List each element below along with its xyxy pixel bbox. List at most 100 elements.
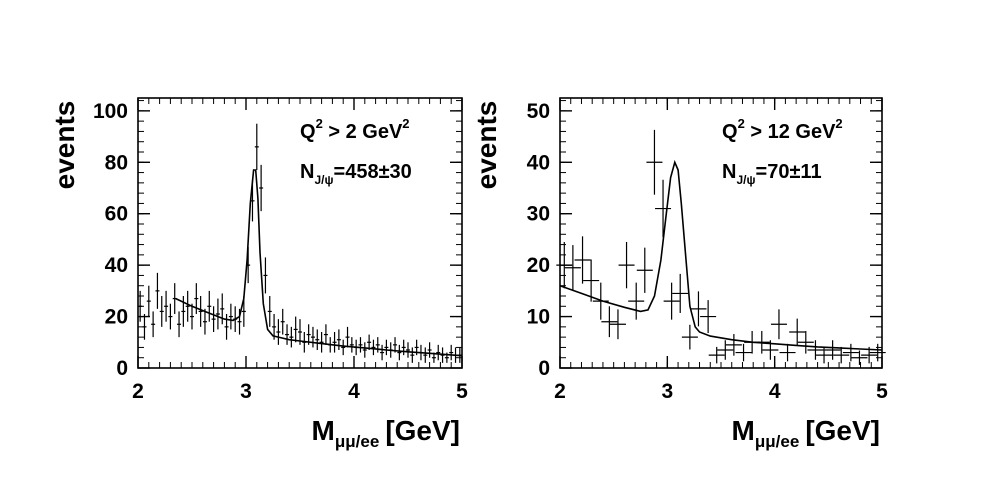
right-ytick-label: 30 bbox=[527, 203, 550, 226]
right-q2-mid: > 12 GeV bbox=[745, 121, 836, 143]
left-n-sub: J/ψ bbox=[314, 173, 333, 187]
right-xlabel: Mμμ/ee [GeV] bbox=[732, 415, 880, 451]
right-data-point bbox=[708, 346, 725, 364]
left-data-point bbox=[380, 344, 385, 361]
left-data-point bbox=[207, 290, 212, 322]
left-xtick-label: 4 bbox=[348, 380, 360, 403]
right-q2-exp2: 2 bbox=[835, 116, 842, 131]
left-xtick-label: 3 bbox=[240, 380, 252, 403]
right-fit-curve-group bbox=[559, 159, 883, 351]
left-xlabel-main: M bbox=[312, 415, 335, 446]
right-data-point bbox=[770, 309, 787, 340]
right-xlabel-sub: μμ/ee bbox=[755, 432, 799, 451]
left-q2-prefix: Q bbox=[300, 121, 316, 143]
left-axis-ticks bbox=[137, 98, 463, 369]
left-ytick-label: 100 bbox=[93, 100, 128, 123]
right-xtick-label: 4 bbox=[769, 380, 781, 403]
left-data-point bbox=[198, 296, 203, 327]
right-data-point bbox=[717, 340, 734, 360]
left-data-point bbox=[177, 311, 182, 338]
left-data-point bbox=[362, 342, 367, 358]
left-data-point bbox=[336, 329, 341, 350]
left-data-point bbox=[384, 339, 389, 356]
left-n-value: =458±30 bbox=[334, 161, 412, 183]
left-data-point bbox=[263, 257, 268, 294]
left-data-point bbox=[289, 326, 294, 348]
left-data-point bbox=[215, 298, 220, 330]
right-n-sub: J/ψ bbox=[736, 173, 755, 187]
right-n-annotation: NJ/ψ=70±11 bbox=[722, 161, 822, 187]
left-data-point bbox=[168, 303, 173, 330]
left-ytick-label: 40 bbox=[105, 254, 128, 277]
left-data-point bbox=[224, 314, 229, 340]
right-data-point bbox=[869, 343, 886, 362]
left-data-point bbox=[280, 308, 285, 335]
right-data-point bbox=[690, 291, 707, 327]
left-data-points bbox=[138, 123, 462, 363]
right-data-point bbox=[672, 273, 689, 313]
left-q2-exp: 2 bbox=[316, 116, 323, 131]
right-n-prefix: N bbox=[722, 161, 736, 183]
left-xlabel-sub: μμ/ee bbox=[335, 432, 379, 451]
right-data-point bbox=[556, 242, 573, 289]
left-xlabel: Mμμ/ee [GeV] bbox=[312, 415, 460, 451]
left-data-point bbox=[211, 306, 216, 332]
left-data-point bbox=[164, 290, 169, 322]
left-fit-curve-group bbox=[175, 169, 463, 357]
left-tick-labels: 2 3 4 5 0 20 40 60 80 100 bbox=[93, 100, 468, 403]
right-data-point bbox=[601, 306, 618, 338]
left-q2-annotation: Q2 > 2 GeV2 bbox=[300, 116, 410, 143]
right-data-point bbox=[655, 179, 672, 238]
right-data-point bbox=[681, 324, 698, 350]
left-data-point bbox=[202, 308, 207, 335]
right-data-point bbox=[618, 242, 635, 289]
left-data-point bbox=[254, 123, 259, 170]
left-data-point bbox=[267, 296, 272, 327]
right-ytick-label: 40 bbox=[527, 151, 550, 174]
right-data-point bbox=[842, 343, 859, 362]
left-data-point bbox=[410, 347, 415, 363]
right-data-point bbox=[824, 340, 841, 360]
right-data-point bbox=[851, 350, 868, 365]
left-data-point bbox=[449, 344, 454, 361]
left-data-point bbox=[185, 290, 190, 322]
right-data-point bbox=[663, 282, 680, 320]
right-data-point bbox=[735, 343, 752, 362]
left-data-point bbox=[310, 326, 315, 348]
right-xlabel-main: M bbox=[732, 415, 755, 446]
left-data-point bbox=[371, 339, 376, 356]
right-n-value: =70±11 bbox=[756, 161, 822, 183]
right-ylabel: events bbox=[471, 101, 502, 190]
left-ytick-label: 80 bbox=[105, 151, 128, 174]
right-xtick-label: 3 bbox=[661, 380, 673, 403]
right-data-point bbox=[725, 334, 742, 356]
left-data-point bbox=[367, 334, 372, 350]
right-ytick-label: 10 bbox=[527, 306, 550, 329]
left-data-point bbox=[406, 342, 410, 358]
right-q2-prefix: Q bbox=[722, 121, 738, 143]
left-data-point bbox=[220, 293, 225, 325]
left-xtick-label: 5 bbox=[456, 380, 468, 403]
right-data-point bbox=[574, 236, 591, 284]
right-ytick-label: 50 bbox=[527, 100, 550, 123]
right-data-point bbox=[564, 245, 581, 291]
right-ytick-label: 20 bbox=[527, 254, 550, 277]
left-data-point bbox=[159, 296, 164, 327]
right-fit-curve bbox=[559, 159, 883, 351]
right-data-point bbox=[609, 309, 626, 340]
right-data-points bbox=[556, 129, 886, 365]
right-data-point bbox=[816, 346, 833, 364]
left-data-point bbox=[315, 329, 320, 350]
right-xlabel-unit: [GeV] bbox=[805, 415, 880, 446]
left-n-annotation: NJ/ψ=458±30 bbox=[300, 161, 412, 187]
left-xtick-label: 2 bbox=[132, 380, 144, 403]
left-data-point bbox=[285, 324, 290, 345]
right-data-point bbox=[797, 330, 814, 354]
right-data-point bbox=[833, 346, 850, 364]
left-data-point bbox=[349, 337, 354, 353]
left-data-point bbox=[319, 332, 324, 353]
